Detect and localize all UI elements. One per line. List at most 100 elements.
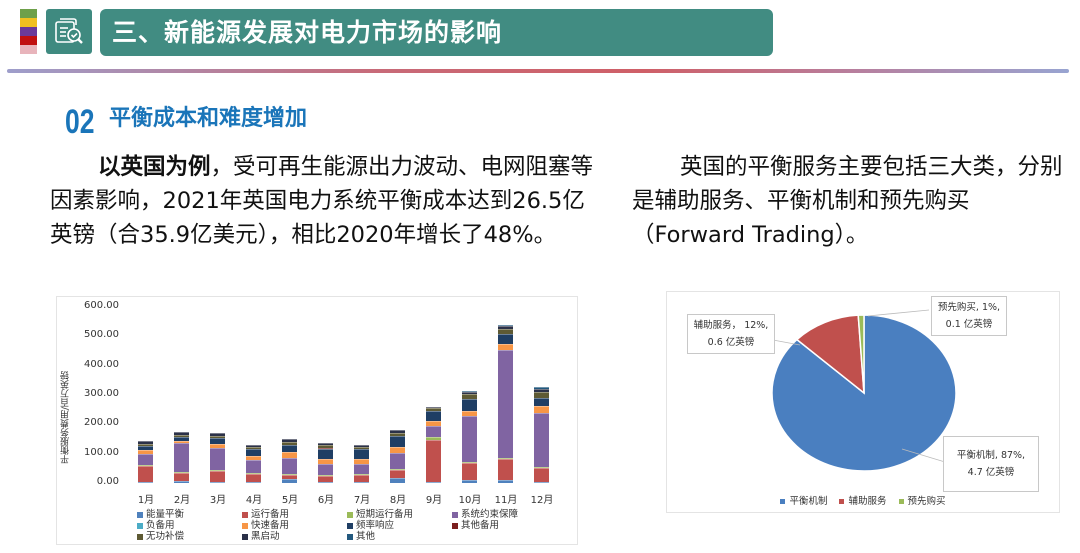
bar-segment — [534, 392, 549, 399]
bar-chart-legend: 能量平衡 运行备用 短期运行备用 系统约束保障 负备用 快速备用 频率响应 其他备用 无功补偿 黑… — [137, 509, 557, 542]
bar-11 — [498, 324, 513, 483]
bar-5 — [282, 439, 297, 483]
bar-segment — [390, 447, 405, 453]
callout-line: 0.6 亿英镑 — [707, 337, 755, 348]
bar-segment — [498, 480, 513, 483]
legend-swatch — [898, 499, 904, 504]
bar-segment — [246, 481, 261, 483]
callout-line: 预先购买, 1%, — [937, 302, 1001, 313]
bar-segment — [138, 441, 153, 444]
color-strip — [20, 27, 37, 36]
bar-segment — [534, 467, 549, 482]
section-number: 02 — [65, 103, 95, 141]
legend-item: 无功补偿 — [137, 531, 242, 542]
x-tick-label: 5月 — [281, 495, 299, 506]
legend-label: 其他备用 — [461, 520, 500, 531]
callout-ancillary-services: 辅助服务， 12%, 0.6 亿英镑 — [687, 314, 775, 354]
legend-swatch — [242, 533, 248, 540]
legend-label: 短期运行备用 — [356, 509, 414, 520]
bar-segment — [174, 434, 189, 437]
bar-segment — [210, 469, 225, 471]
legend-item: 平衡机制 — [780, 496, 827, 507]
bar-segment — [534, 481, 549, 483]
x-tick-label: 2月 — [173, 495, 191, 506]
color-strips — [20, 9, 37, 54]
y-tick-label: 600.00 — [84, 300, 119, 311]
bar-segment — [210, 481, 225, 483]
bar-segment — [498, 334, 513, 344]
x-tick-label: 12月 — [530, 495, 554, 506]
bar-10 — [462, 390, 477, 483]
bar-segment — [462, 390, 477, 393]
legend-swatch — [137, 522, 143, 529]
bar-segment — [318, 463, 333, 476]
callout-line: 0.1 亿英镑 — [945, 319, 993, 330]
x-tick-label: 9月 — [425, 495, 443, 506]
bar-segment — [462, 461, 477, 464]
bar-segment — [318, 458, 333, 464]
y-tick-label: 400.00 — [84, 358, 119, 370]
legend-item: 黑启动 — [242, 531, 347, 542]
bar-segment — [282, 452, 297, 458]
bar-segment — [174, 473, 189, 481]
legend-label: 辅助服务 — [848, 496, 887, 507]
document-search-check-icon — [55, 18, 83, 44]
legend-swatch — [137, 511, 143, 518]
legend-item: 辅助服务 — [839, 496, 887, 507]
bar-segment — [462, 416, 477, 462]
bar-segment — [246, 445, 261, 448]
legend-swatch — [452, 511, 458, 518]
callout-line: 平衡机制, 87%, — [956, 450, 1026, 461]
bar-4 — [246, 445, 261, 483]
bar-2 — [174, 432, 189, 483]
bar-segment — [426, 425, 441, 438]
bar-segment — [174, 443, 189, 473]
left-paragraph: 以英国为例，受可再生能源出力波动、电网阻塞等因素影响，2021年英国电力系统平衡… — [50, 150, 595, 252]
legend-swatch — [347, 533, 353, 540]
bar-segment — [282, 475, 297, 479]
bar-segment — [354, 474, 369, 482]
x-tick-label: 1月 — [137, 495, 155, 506]
bar-segment — [318, 445, 333, 448]
bar-segment — [210, 444, 225, 449]
color-strip — [20, 9, 37, 18]
bar-segment — [426, 481, 441, 483]
header-icon-box — [46, 9, 92, 54]
callout-forward-trading: 预先购买, 1%, 0.1 亿英镑 — [931, 296, 1007, 336]
right-paragraph: 英国的平衡服务主要包括三大类，分别是辅助服务、平衡机制和预先购买（Forward… — [632, 154, 1063, 248]
bar-segment — [138, 466, 153, 482]
left-paragraph-lead: 以英国为例 — [98, 154, 211, 180]
x-tick-label: 10月 — [458, 495, 482, 506]
legend-swatch — [347, 511, 353, 518]
bar-segment — [390, 469, 405, 478]
bar-segment — [462, 398, 477, 412]
bar-segment — [318, 476, 333, 482]
bar-segment — [426, 408, 441, 411]
bar-segment — [246, 455, 261, 461]
balancing-services-pie-chart: 辅助服务， 12%, 0.6 亿英镑 预先购买, 1%, 0.1 亿英镑 平衡机… — [666, 291, 1060, 513]
bar-segment — [138, 450, 153, 454]
legend-swatch — [242, 511, 248, 518]
bar-segment — [426, 406, 441, 409]
color-strip — [20, 36, 37, 45]
bar-segment — [534, 398, 549, 407]
y-tick-label: 0.00 — [96, 476, 119, 487]
bar-segment — [282, 478, 297, 483]
bar-segment — [354, 445, 369, 447]
bar-segment — [354, 481, 369, 483]
bar-segment — [426, 439, 441, 482]
y-tick-label: 500.00 — [84, 329, 119, 341]
bar-segment — [246, 473, 261, 475]
bar-segment — [498, 457, 513, 459]
page-title: 三、新能源发展对电力市场的影响 — [100, 9, 773, 56]
callout-line: 4.7 亿英镑 — [967, 467, 1015, 478]
bar-segment — [282, 457, 297, 475]
leader-line — [901, 448, 946, 463]
x-tick-label: 11月 — [494, 495, 518, 506]
bar-segment — [498, 328, 513, 335]
legend-swatch — [137, 533, 143, 540]
bar-9 — [426, 406, 441, 483]
pie-chart-legend: 平衡机制 辅助服务 预先购买 — [667, 493, 1059, 507]
bar-segment — [462, 392, 477, 395]
bar-segment — [534, 466, 549, 468]
